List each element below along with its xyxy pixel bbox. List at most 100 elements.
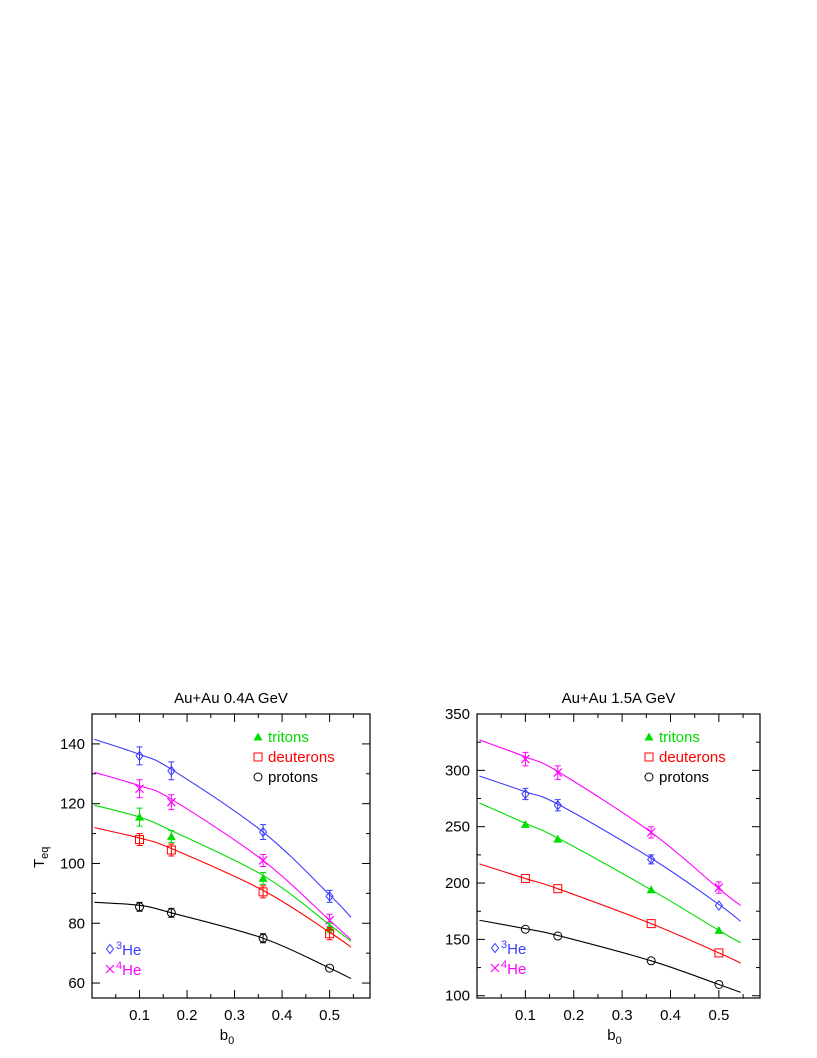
- legend-marker-3He: [105, 943, 115, 955]
- legend-base: He: [507, 941, 526, 958]
- legend-marker-4He: [490, 963, 500, 973]
- fit-curve: [94, 901, 352, 980]
- fit-curve: [94, 827, 352, 948]
- circle-marker: [714, 979, 724, 989]
- legend-marker-tritons: [644, 732, 654, 741]
- x-axis-label-sub: 0: [228, 1035, 234, 1047]
- square-marker: [253, 752, 263, 762]
- y-tick-label: 200: [445, 875, 470, 892]
- data-point: [166, 832, 176, 841]
- data-point: [714, 948, 724, 958]
- legend-marker-deuterons: [644, 752, 654, 762]
- data-point: [520, 874, 530, 884]
- legend-label-4He: 4He: [501, 959, 526, 978]
- x-marker: [490, 963, 500, 973]
- legend-label-3He: 3He: [501, 939, 526, 958]
- diamond-marker: [521, 788, 530, 800]
- data-point: [553, 768, 563, 778]
- circle-marker: [258, 933, 268, 943]
- legend-sup: 3: [116, 940, 122, 952]
- triangle-marker: [258, 873, 268, 882]
- y-tick-label: 300: [445, 762, 470, 779]
- y-tick-label: 100: [445, 988, 470, 1005]
- data-point: [647, 854, 656, 865]
- data-point: [258, 933, 268, 943]
- series-tritons: [479, 802, 741, 944]
- triangle-marker: [135, 812, 145, 821]
- triangle-marker: [253, 732, 263, 741]
- legend-label-3He: 3He: [116, 940, 141, 959]
- x-marker: [553, 768, 563, 778]
- legend-sup: 4: [501, 959, 507, 971]
- data-point: [521, 788, 530, 800]
- data-point: [325, 891, 334, 902]
- data-point: [258, 887, 268, 897]
- series-deuterons: [94, 827, 352, 948]
- data-point: [553, 931, 563, 941]
- circle-marker: [644, 772, 654, 782]
- triangle-marker: [644, 732, 654, 741]
- legend-label-4He: 4He: [116, 960, 141, 979]
- chart-title: Au+Au 0.4A GeV: [174, 690, 288, 707]
- data-point: [714, 925, 724, 934]
- square-marker: [325, 929, 335, 939]
- x-axis-label-main: b: [607, 1027, 615, 1044]
- x-tick-label: 0.2: [563, 1007, 584, 1024]
- chart-1: Au+Au 0.4A GeV 0.1 0.2 0.3 0.4 0.5 60 80 100 120 1…: [31, 690, 371, 1047]
- series-4He: [479, 739, 741, 907]
- fit-curve: [479, 863, 741, 964]
- fit-curve: [94, 738, 352, 918]
- fit-curve: [94, 771, 352, 941]
- data-point: [553, 834, 563, 843]
- x-marker: [714, 883, 724, 892]
- data-point: [135, 784, 144, 794]
- data-point: [135, 812, 145, 821]
- data-point: [520, 754, 530, 764]
- error-bar: [136, 746, 143, 766]
- square-marker: [644, 752, 654, 762]
- circle-marker: [166, 908, 176, 918]
- series-deuterons: [479, 863, 741, 964]
- y-tick-label: 100: [60, 855, 85, 872]
- x-marker: [135, 784, 144, 794]
- data-point: [166, 797, 176, 807]
- data-point: [520, 924, 530, 934]
- data-point: [166, 908, 176, 918]
- square-marker: [714, 948, 724, 958]
- circle-marker: [135, 902, 145, 912]
- data-point: [166, 845, 176, 855]
- triangle-marker: [520, 819, 530, 828]
- series-4He: [94, 771, 352, 941]
- y-tick-label: 60: [68, 975, 85, 992]
- data-point: [258, 856, 268, 865]
- legend-sup: 4: [116, 960, 122, 972]
- legend-marker-protons: [644, 772, 654, 782]
- data-point: [520, 819, 530, 828]
- circle-marker: [553, 931, 563, 941]
- x-axis-label-sub: 0: [616, 1035, 622, 1047]
- legend-label-deuterons: deuterons: [659, 749, 726, 766]
- data-point: [258, 873, 268, 882]
- y-tick-label: 120: [60, 796, 85, 813]
- fit-curve: [479, 802, 741, 944]
- x-tick-label: 0.1: [515, 1007, 536, 1024]
- data-point: [167, 765, 176, 777]
- data-point: [646, 919, 656, 929]
- x-tick-label: 0.4: [660, 1007, 681, 1024]
- triangle-marker: [553, 834, 563, 843]
- legend-base: He: [507, 961, 526, 978]
- data-point: [714, 979, 724, 989]
- legend-base: He: [122, 942, 141, 959]
- y-tick-label: 350: [445, 706, 470, 723]
- plot-frame: [91, 713, 371, 999]
- x-marker: [646, 827, 656, 837]
- data-point: [258, 826, 268, 838]
- x-marker: [520, 754, 530, 764]
- fit-curve: [479, 775, 741, 922]
- x-marker: [166, 797, 176, 807]
- triangle-marker: [714, 925, 724, 934]
- x-tick-label: 0.4: [272, 1007, 293, 1024]
- square-marker: [553, 884, 563, 894]
- x-axis-label: b0: [220, 1027, 234, 1047]
